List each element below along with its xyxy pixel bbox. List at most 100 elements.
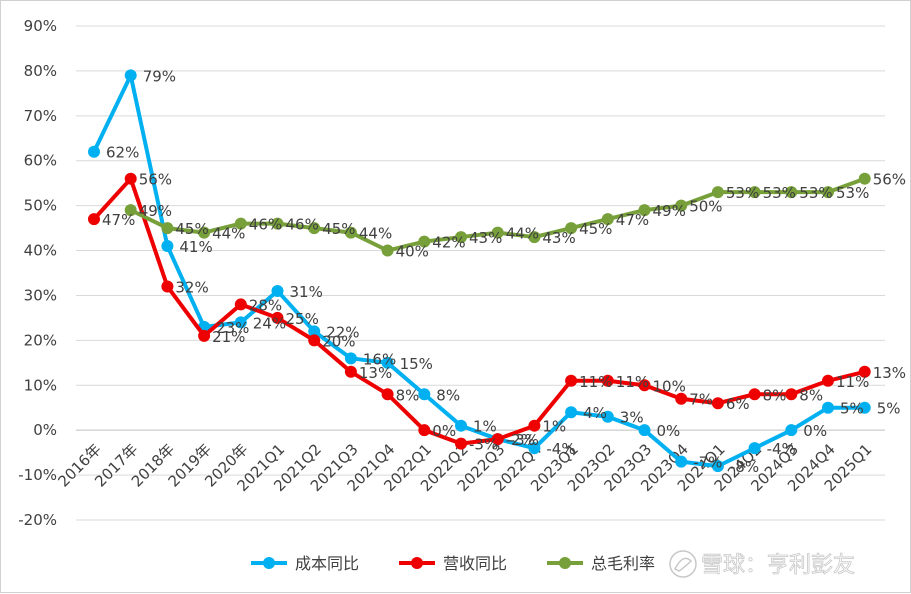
data-point <box>198 329 211 342</box>
data-point <box>711 397 724 410</box>
data-point <box>565 374 578 387</box>
data-label: 79% <box>143 67 176 85</box>
data-point <box>344 226 357 239</box>
data-point <box>88 213 100 226</box>
data-label: -4% <box>546 440 575 458</box>
legend-label: 成本同比 <box>295 554 359 573</box>
data-point <box>528 442 541 455</box>
data-point <box>748 388 761 401</box>
data-point <box>381 388 394 401</box>
data-label: 13% <box>359 364 392 382</box>
data-label: 15% <box>400 355 433 373</box>
legend-label: 总毛利率 <box>591 554 655 573</box>
data-point <box>675 455 688 468</box>
data-label: 56% <box>139 171 172 189</box>
data-label: 28% <box>249 296 282 314</box>
data-label: 47% <box>102 211 135 229</box>
data-label: 44% <box>212 225 245 243</box>
legend-label: 营收同比 <box>443 554 507 573</box>
data-label: 42% <box>432 234 465 252</box>
data-label: 0% <box>803 422 827 440</box>
data-point <box>381 356 394 369</box>
data-point <box>638 379 651 392</box>
data-label: 20% <box>322 332 355 350</box>
data-label: 13% <box>873 364 906 382</box>
data-point <box>124 204 137 217</box>
y-tick-label: -20% <box>18 511 57 529</box>
data-label: 25% <box>286 310 319 328</box>
data-label: 44% <box>359 225 392 243</box>
data-point <box>528 231 541 244</box>
data-point <box>822 186 834 199</box>
y-tick-label: 0% <box>33 421 57 439</box>
data-label: 45% <box>175 220 208 238</box>
data-label: 32% <box>175 278 208 296</box>
data-label: 41% <box>179 238 212 256</box>
watermark: 雪球：亨利彭友 <box>669 550 855 578</box>
data-label: -4% <box>767 440 796 458</box>
data-label: 11% <box>836 373 869 391</box>
data-point <box>601 410 614 423</box>
y-tick-label: 60% <box>24 152 57 170</box>
data-label: 43% <box>469 229 502 247</box>
data-label: 11% <box>616 373 649 391</box>
y-tick-label: 50% <box>24 197 57 215</box>
data-label: -2% <box>506 431 535 449</box>
data-label: 22% <box>326 323 359 341</box>
legend: 成本同比 营收同比 总毛利率 <box>251 554 655 573</box>
data-point <box>161 240 174 253</box>
data-point <box>785 388 798 401</box>
data-label: 5% <box>840 400 864 418</box>
data-label: 1% <box>542 418 566 436</box>
data-label: 23% <box>216 319 249 337</box>
data-label: 5% <box>877 400 901 418</box>
data-point <box>418 235 431 248</box>
data-label: 11% <box>579 373 612 391</box>
data-label: 8% <box>436 386 460 404</box>
data-label: -8% <box>730 458 759 476</box>
data-point <box>858 365 871 378</box>
watermark-text: 雪球：亨利彭友 <box>701 553 855 578</box>
data-point <box>234 316 247 329</box>
data-label: 16% <box>363 350 396 368</box>
data-label: 0% <box>657 422 681 440</box>
legend-swatch-marker <box>559 557 571 569</box>
data-point <box>161 222 174 235</box>
data-point <box>822 374 834 387</box>
data-point <box>528 419 541 432</box>
y-tick-label: 10% <box>24 376 57 394</box>
data-point <box>455 437 467 450</box>
y-tick-label: 70% <box>24 107 57 125</box>
data-point <box>601 374 614 387</box>
data-point <box>234 217 247 230</box>
y-tick-label: 30% <box>24 286 57 304</box>
data-label: 56% <box>873 171 906 189</box>
data-label: 50% <box>689 198 722 216</box>
gridlines <box>76 25 885 521</box>
data-label: 62% <box>106 144 139 162</box>
data-label: 53% <box>726 184 759 202</box>
data-point <box>565 406 578 419</box>
data-point <box>785 186 798 199</box>
data-point <box>124 69 137 82</box>
data-label: 44% <box>506 225 539 243</box>
data-point <box>271 217 284 230</box>
data-point <box>344 365 357 378</box>
legend-swatch-marker <box>411 557 423 569</box>
data-label: 46% <box>286 216 319 234</box>
legend-entry: 成本同比 <box>251 554 359 573</box>
data-label: 45% <box>322 220 355 238</box>
data-point <box>161 280 174 293</box>
data-label: 10% <box>653 377 686 395</box>
data-point <box>271 311 284 324</box>
data-point <box>344 352 357 365</box>
data-labels: 62%79%41%23% 24%31%22%16% 15%8%1%-3% -4%4% 3… <box>102 67 906 476</box>
data-label: -7% <box>693 454 722 472</box>
data-label: 1% <box>473 418 497 436</box>
data-point <box>601 213 614 226</box>
data-label: 45% <box>579 220 612 238</box>
data-point <box>785 424 798 437</box>
data-label: 53% <box>836 184 869 202</box>
data-point <box>675 199 688 212</box>
data-point <box>491 433 504 446</box>
